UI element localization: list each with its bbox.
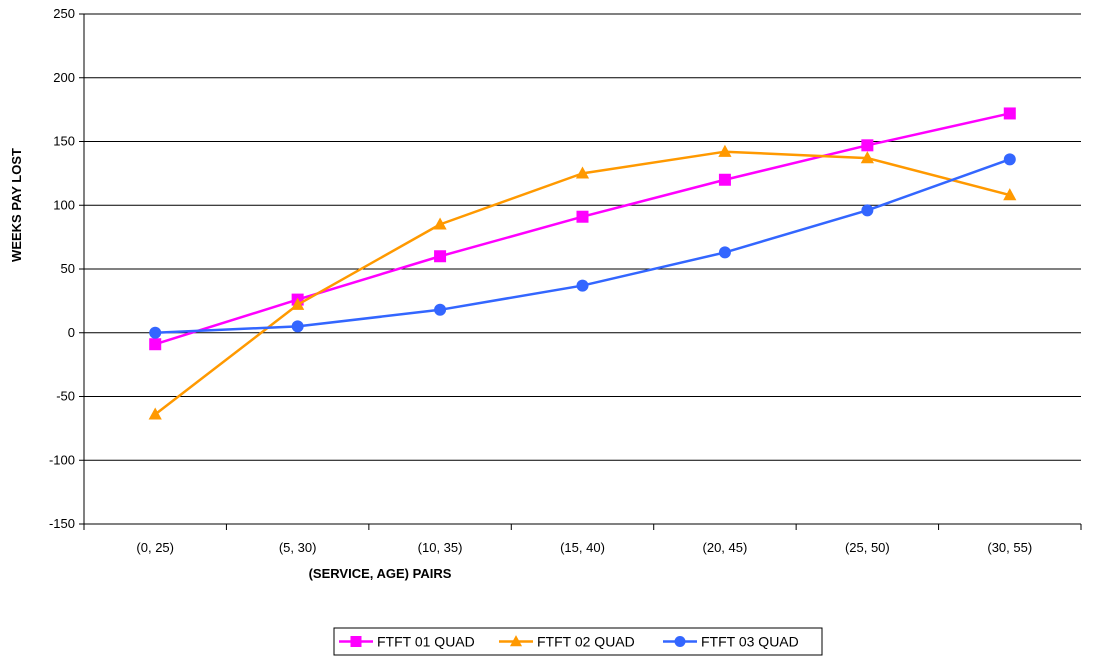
series [148,144,1017,420]
y-tick-label: 200 [53,70,75,85]
x-tick-label: (10, 35) [418,540,463,555]
x-tick-label: (15, 40) [560,540,605,555]
y-tick-label: -100 [49,452,75,467]
series-line [154,112,1011,346]
y-tick-labels: -150 -100 -50 0 50 100 150 200 250 [49,6,75,531]
data-point [509,635,523,647]
series [149,107,1016,351]
data-point [576,279,589,292]
y-tick-label: 0 [68,325,75,340]
legend-entry: FTFT 03 QUAD [663,634,799,650]
y-tick-label: -150 [49,516,75,531]
legend: FTFT 01 QUAD FTFT 02 QUAD FTFT 03 QUAD [333,627,823,656]
y-tick-label: 150 [53,134,75,149]
x-tick-label: (30, 55) [987,540,1032,555]
x-axis-title: (SERVICE, AGE) PAIRS [309,566,452,581]
x-tick-label: (20, 45) [703,540,748,555]
y-axis-title: WEEKS PAY LOST [9,148,24,262]
data-point [575,166,590,179]
data-point [291,297,305,310]
data-point [1003,188,1017,201]
data-point [860,151,874,164]
legend-entry: FTFT 02 QUAD [499,634,635,650]
series-line [155,158,1011,334]
legend-label: FTFT 01 QUAD [377,634,475,650]
data-point [718,144,732,157]
x-tick-labels: (0, 25) (5, 30) (10, 35) (15, 40) (20, 45) (2… [136,540,1032,555]
data-point [1003,153,1016,166]
data-point [861,139,874,152]
data-point [350,636,362,647]
data-point [148,407,162,420]
data-point [718,173,731,186]
y-tick-label: 250 [53,6,75,21]
y-tick-label: 100 [53,197,75,212]
data-point [291,320,304,333]
legend-label: FTFT 02 QUAD [537,634,635,650]
data-point [434,303,447,316]
data-point [861,204,874,217]
data-point [149,326,162,339]
legend-box [333,627,823,656]
data-point [1003,107,1016,120]
series-lines [148,107,1017,420]
data-point [576,210,589,223]
axes [79,13,1082,530]
x-tick-label: (25, 50) [845,540,890,555]
x-tick-label: (0, 25) [136,540,174,555]
y-tick-label: -50 [56,389,75,404]
data-point [718,246,731,259]
legend-label: FTFT 03 QUAD [701,634,799,650]
y-tick-label: 50 [61,261,75,276]
gridlines [84,13,1081,525]
series [149,153,1016,339]
legend-entry: FTFT 01 QUAD [339,634,475,650]
data-point [149,338,162,351]
data-point [433,217,447,230]
x-tick-label: (5, 30) [279,540,317,555]
data-point [434,250,447,263]
data-point [674,636,686,647]
